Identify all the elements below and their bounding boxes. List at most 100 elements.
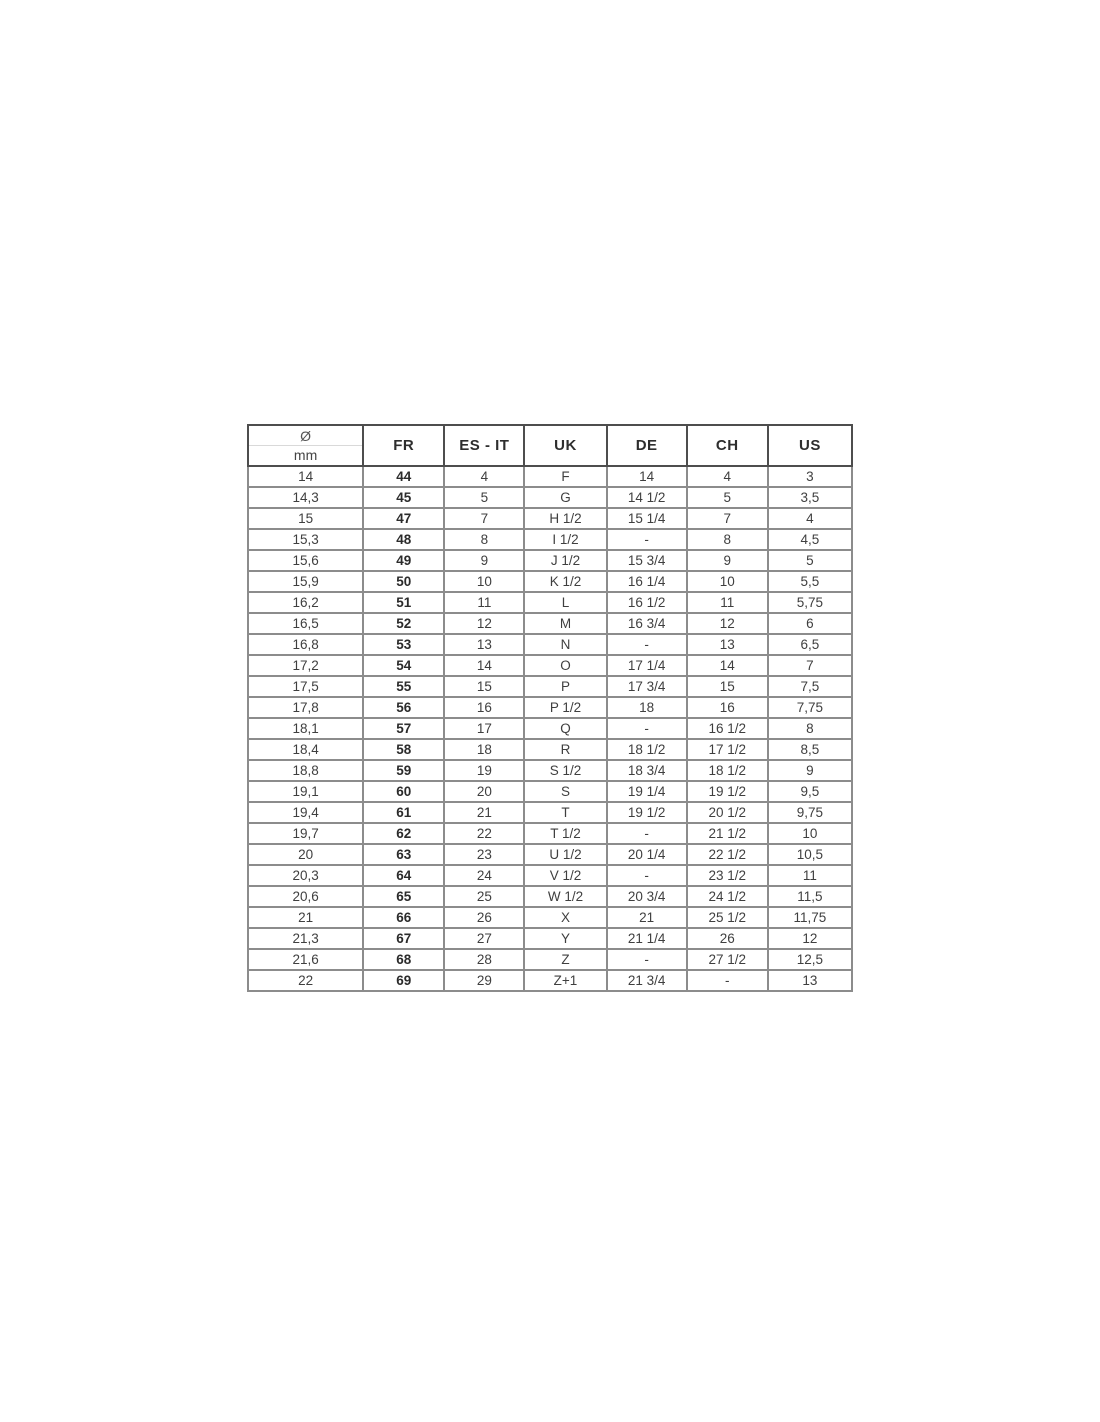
table-row: 18,4 58 18 R 18 1/2 17 1/2 8,5 [246,738,854,761]
cell: 19,4 [246,801,365,824]
table-row: 15,3 48 8 I 1/2-8 4,5 [246,528,854,551]
table-row: 17,8 56 16 P 1/2 18 16 7,75 [246,696,854,719]
cell: 45 [362,486,446,509]
cell: 44 [362,465,446,488]
cell: 10 [766,822,854,845]
table-row: 18,1 57 17 Q -16 1/2 8 [246,717,854,740]
cell: 15 [246,507,365,530]
cell: 20 1/4 [605,843,688,866]
cell: 18 [443,738,526,761]
cell: 60 [362,780,446,803]
cell: 23 1/2 [685,864,769,887]
table-body: 14 44 4 F 14 4 3 14,3 45 5 G 14 1/2 5 3,5 15 47 7 H 1/2 15… [246,465,854,992]
cell: 22 [443,822,526,845]
cell: 16 [443,696,526,719]
cell: 5 [443,486,526,509]
cell: 21 1/4 [605,927,688,950]
cell: - [605,864,688,887]
cell: 49 [362,549,446,572]
column-header-uk: UK [523,424,608,467]
cell: 65 [362,885,446,908]
cell: T [523,801,608,824]
cell: Z [523,948,608,971]
table-row: 16,8 53 13 N -13 6,5 [246,633,854,656]
cell: - [605,633,688,656]
cell: 11 [443,591,526,614]
cell: - [685,969,769,992]
cell: 56 [362,696,446,719]
cell: 18 3/4 [605,759,688,782]
cell: 19 1/4 [605,780,688,803]
cell: 47 [362,507,446,530]
cell: 8 [443,528,526,551]
cell: U 1/2 [523,843,608,866]
cell: 9,5 [766,780,854,803]
cell: 19,1 [246,780,365,803]
table-row: 19,7 62 22 T 1/2-21 1/2 10 [246,822,854,845]
cell: 20 [246,843,365,866]
cell: Z+1 [523,969,608,992]
cell: 17,5 [246,675,365,698]
cell: 67 [362,927,446,950]
cell: 17 3/4 [605,675,688,698]
cell: 16,2 [246,591,365,614]
cell: 3,5 [766,486,854,509]
cell: 11,75 [766,906,854,929]
cell: 15,6 [246,549,365,572]
cell: 16 1/2 [685,717,769,740]
cell: 21 [246,906,365,929]
cell: 11 [766,864,854,887]
cell: 5,5 [766,570,854,593]
cell: 10,5 [766,843,854,866]
cell: S 1/2 [523,759,608,782]
cell: 28 [443,948,526,971]
table-row: 21,6 68 28 Z -27 1/2 12,5 [246,948,854,971]
cell: 7 [766,654,854,677]
cell: 5 [766,549,854,572]
cell: 16 3/4 [605,612,688,635]
cell: 21 1/2 [685,822,769,845]
cell: 15 3/4 [605,549,688,572]
cell: - [605,822,688,845]
table-row: 14,3 45 5 G 14 1/2 5 3,5 [246,486,854,509]
cell: 15 [443,675,526,698]
table-row: 21,3 67 27 Y 21 1/4 26 12 [246,927,854,950]
cell: 22 1/2 [685,843,769,866]
cell: 19 1/2 [685,780,769,803]
column-header-ch: CH [685,424,769,467]
cell: 29 [443,969,526,992]
cell: M [523,612,608,635]
cell: 10 [685,570,769,593]
cell: 25 1/2 [685,906,769,929]
cell: 24 1/2 [685,885,769,908]
cell: F [523,465,608,488]
cell: 5,75 [766,591,854,614]
cell: 19,7 [246,822,365,845]
cell: 8 [685,528,769,551]
cell: 14,3 [246,486,365,509]
table-row: 17,2 54 14 O 17 1/4 14 7 [246,654,854,677]
column-header-fr: FR [362,424,446,467]
cell: 4 [766,507,854,530]
table-row: 16,2 51 11 L 16 1/2 11 5,75 [246,591,854,614]
cell: 17 1/2 [685,738,769,761]
cell: 14 [605,465,688,488]
cell: 23 [443,843,526,866]
cell: 5 [685,486,769,509]
cell: 11 [685,591,769,614]
cell: 17 1/4 [605,654,688,677]
cell: 25 [443,885,526,908]
cell: - [605,528,688,551]
header-row: Ø mm FR ES - IT UK DE CH US [246,424,854,467]
cell: 55 [362,675,446,698]
cell: 11,5 [766,885,854,908]
cell: 53 [362,633,446,656]
cell: J 1/2 [523,549,608,572]
cell: 27 1/2 [685,948,769,971]
cell: 20,6 [246,885,365,908]
cell: 4 [685,465,769,488]
cell: 7,75 [766,696,854,719]
cell: 4 [443,465,526,488]
cell: G [523,486,608,509]
cell: 66 [362,906,446,929]
